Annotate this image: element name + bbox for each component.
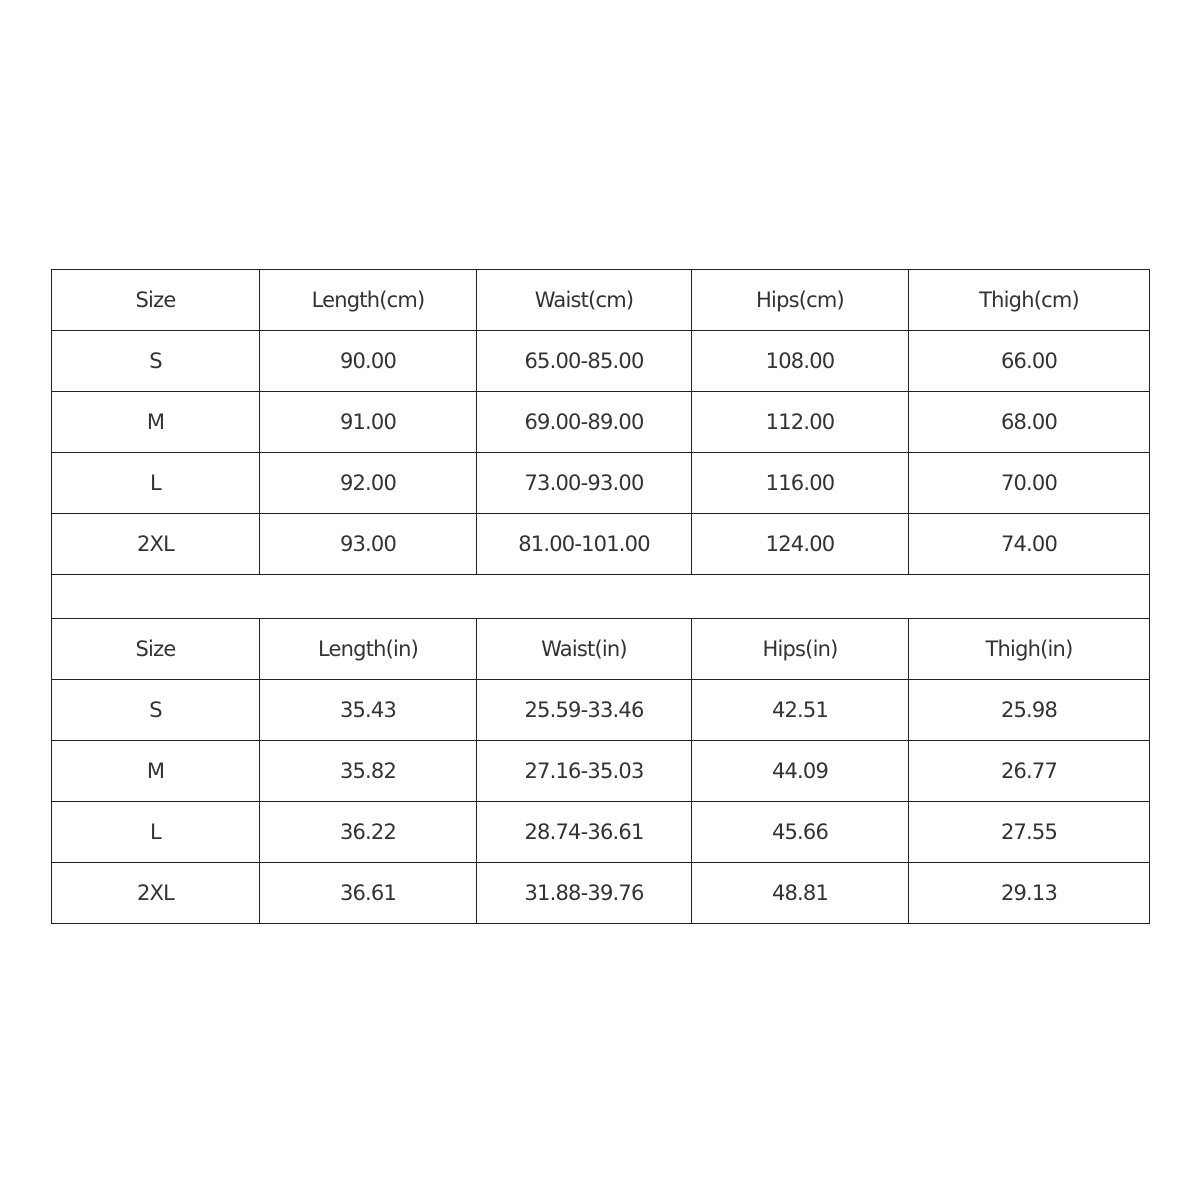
table-cell: 36.61 (259, 862, 477, 924)
table-cell: 116.00 (691, 452, 909, 514)
table-cell: 66.00 (908, 330, 1150, 392)
table-cell: 124.00 (691, 513, 909, 575)
header-row: Size Length(in) Waist(in) Hips(in) Thigh(in) (51, 618, 1150, 680)
table-cell: L (51, 801, 260, 863)
table-cell: 93.00 (259, 513, 477, 575)
column-header: Hips(cm) (691, 269, 909, 331)
header-row: Size Length(cm) Waist(cm) Hips(cm) Thigh(cm) (51, 269, 1150, 331)
table-cell: 26.77 (908, 740, 1150, 802)
column-header: Waist(cm) (476, 269, 692, 331)
table-cell: 42.51 (691, 679, 909, 741)
table-cell: M (51, 740, 260, 802)
table-cell: 65.00-85.00 (476, 330, 692, 392)
table-cell: 74.00 (908, 513, 1150, 575)
table-cell: 2XL (51, 513, 260, 575)
column-header: Waist(in) (476, 618, 692, 680)
table-row: L 92.00 73.00-93.00 116.00 70.00 (51, 452, 1150, 514)
table-cell: S (51, 679, 260, 741)
table-cell: 2XL (51, 862, 260, 924)
table-cell: 81.00-101.00 (476, 513, 692, 575)
table-cell: 70.00 (908, 452, 1150, 514)
table-cell: 45.66 (691, 801, 909, 863)
table-cell: 44.09 (691, 740, 909, 802)
column-header: Length(cm) (259, 269, 477, 331)
spacer-row (51, 574, 1150, 619)
table-cell: 48.81 (691, 862, 909, 924)
table-row: S 90.00 65.00-85.00 108.00 66.00 (51, 330, 1150, 392)
table-cell: 35.82 (259, 740, 477, 802)
table-cell: 73.00-93.00 (476, 452, 692, 514)
column-header: Thigh(in) (908, 618, 1150, 680)
table-row: 2XL 36.61 31.88-39.76 48.81 29.13 (51, 862, 1150, 924)
column-header: Size (51, 618, 260, 680)
table-cell: 36.22 (259, 801, 477, 863)
table-cell: L (51, 452, 260, 514)
table-row: 2XL 93.00 81.00-101.00 124.00 74.00 (51, 513, 1150, 575)
column-header: Hips(in) (691, 618, 909, 680)
table-cell: 31.88-39.76 (476, 862, 692, 924)
table-cell: 92.00 (259, 452, 477, 514)
spacer-cell (51, 574, 1150, 619)
table-row: L 36.22 28.74-36.61 45.66 27.55 (51, 801, 1150, 863)
table-cell: 91.00 (259, 391, 477, 453)
table-cell: 29.13 (908, 862, 1150, 924)
table-cell: 25.59-33.46 (476, 679, 692, 741)
table-cell: 25.98 (908, 679, 1150, 741)
column-header: Length(in) (259, 618, 477, 680)
table-cell: 35.43 (259, 679, 477, 741)
table-cell: S (51, 330, 260, 392)
table-cell: 68.00 (908, 391, 1150, 453)
table-row: S 35.43 25.59-33.46 42.51 25.98 (51, 679, 1150, 741)
table-cell: 27.55 (908, 801, 1150, 863)
table-cell: 27.16-35.03 (476, 740, 692, 802)
column-header: Size (51, 269, 260, 331)
table-cell: 69.00-89.00 (476, 391, 692, 453)
size-chart-table: Size Length(cm) Waist(cm) Hips(cm) Thigh(cm)… (51, 269, 1150, 924)
column-header: Thigh(cm) (908, 269, 1150, 331)
table-cell: 28.74-36.61 (476, 801, 692, 863)
table-row: M 35.82 27.16-35.03 44.09 26.77 (51, 740, 1150, 802)
table-cell: 112.00 (691, 391, 909, 453)
table-cell: 90.00 (259, 330, 477, 392)
table-row: M 91.00 69.00-89.00 112.00 68.00 (51, 391, 1150, 453)
table-cell: 108.00 (691, 330, 909, 392)
table-cell: M (51, 391, 260, 453)
